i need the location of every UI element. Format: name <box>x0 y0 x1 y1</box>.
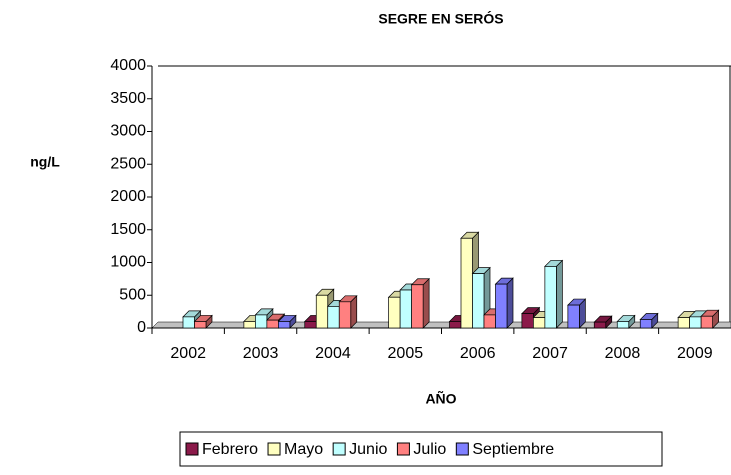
x-tick-label: 2007 <box>532 345 568 362</box>
legend-swatch <box>267 442 281 456</box>
bar-front <box>327 306 340 329</box>
legend-swatch <box>332 442 346 456</box>
bar-front <box>616 321 630 329</box>
bar-front <box>544 266 557 329</box>
bar-front <box>182 316 195 329</box>
bar-front <box>521 313 534 329</box>
bar-front <box>411 284 424 329</box>
bar-front <box>338 301 352 329</box>
legend-swatch <box>455 442 469 456</box>
x-tick-label: 2002 <box>170 345 206 362</box>
bar-front <box>278 321 291 329</box>
y-tick-label: 2000 <box>110 188 146 205</box>
bar <box>567 298 587 329</box>
bar-front <box>593 321 607 329</box>
bar <box>593 315 613 329</box>
legend-label: Febrero <box>202 441 258 458</box>
bar <box>193 314 213 329</box>
legend-swatch <box>396 442 410 456</box>
bar-front <box>243 321 256 329</box>
bar <box>494 277 514 329</box>
x-tick-label: 2005 <box>388 345 424 362</box>
bar <box>544 259 564 329</box>
bar-front <box>700 315 713 329</box>
bar-front <box>495 283 508 329</box>
bar-front <box>483 314 496 329</box>
bar <box>616 314 636 329</box>
legend-label: Junio <box>349 441 387 458</box>
bar-front <box>194 321 207 329</box>
bar <box>639 312 659 329</box>
bar-front <box>388 296 401 329</box>
y-tick-label: 2500 <box>110 155 146 172</box>
bar-side <box>506 277 514 329</box>
legend-box <box>179 431 663 467</box>
y-tick-label: 3500 <box>110 90 146 107</box>
chart-title: SEGRE EN SERÓS <box>378 10 503 27</box>
bar-front <box>399 289 412 329</box>
bar-side <box>556 259 563 329</box>
bar <box>338 294 358 329</box>
bar-front <box>639 319 653 329</box>
bar-front <box>533 317 546 329</box>
bar <box>410 277 430 329</box>
legend-label: Mayo <box>284 441 323 458</box>
bar-side <box>422 277 430 329</box>
bar <box>700 309 720 329</box>
bar-front <box>449 321 462 329</box>
bar-front <box>315 294 329 329</box>
x-tick-label: 2008 <box>605 345 641 362</box>
bar-front <box>677 317 690 329</box>
bar-front <box>472 273 485 329</box>
bar-front <box>304 321 317 329</box>
bar-front <box>689 316 702 329</box>
y-tick-label: 1000 <box>110 254 146 271</box>
bar-front <box>567 304 580 329</box>
bar-front <box>460 237 473 329</box>
y-tick-label: 0 <box>137 319 146 336</box>
y-tick-label: 500 <box>119 286 146 303</box>
bar-front <box>266 319 279 329</box>
y-axis-label: ng/L <box>30 154 60 170</box>
x-tick-label: 2004 <box>315 345 351 362</box>
x-axis-label: AÑO <box>425 390 456 407</box>
x-tick-label: 2003 <box>243 345 279 362</box>
legend-label: Septiembre <box>472 441 554 458</box>
y-tick-label: 3000 <box>110 123 146 140</box>
x-tick-label: 2006 <box>460 345 496 362</box>
legend-swatch <box>185 442 199 456</box>
x-tick-label: 2009 <box>677 345 713 362</box>
y-tick-label: 1500 <box>110 221 146 238</box>
bar-front <box>255 314 268 329</box>
legend-label: Julio <box>413 441 446 458</box>
bar <box>277 314 297 329</box>
y-tick-label: 4000 <box>110 57 146 74</box>
